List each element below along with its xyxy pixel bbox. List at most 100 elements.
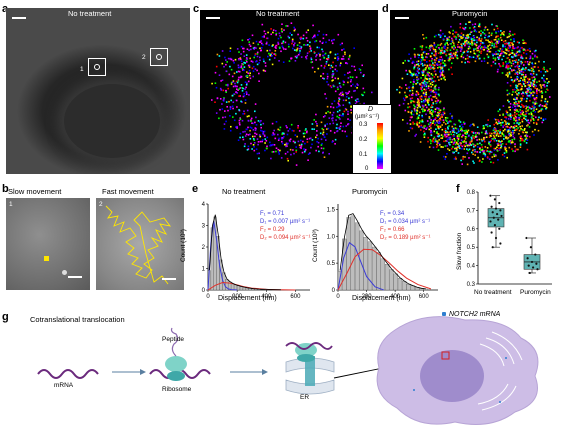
track-point	[216, 97, 219, 99]
track-point	[494, 131, 496, 133]
track-point	[524, 61, 527, 63]
track-point	[239, 118, 242, 120]
track-point	[513, 138, 516, 141]
f-xtick-no-treatment: No treatment	[474, 289, 512, 296]
track-point	[454, 46, 456, 49]
track-point	[293, 130, 295, 132]
track-point	[473, 39, 475, 42]
track-point	[442, 135, 444, 138]
track-point	[525, 137, 528, 140]
track-point	[298, 41, 301, 44]
track-point	[501, 48, 504, 51]
track-point	[434, 140, 437, 143]
track-point	[445, 42, 448, 44]
track-point	[448, 39, 450, 41]
panel-b-slow-image: 1	[6, 198, 90, 290]
track-point	[294, 134, 297, 136]
track-point	[485, 149, 488, 152]
track-point	[300, 143, 303, 146]
track-point	[415, 111, 418, 113]
track-point	[469, 125, 471, 127]
track-point	[224, 116, 227, 118]
track-point	[277, 151, 280, 153]
track-point	[531, 84, 533, 87]
track-point	[525, 136, 528, 138]
track-point	[410, 57, 412, 60]
track-point	[486, 53, 488, 56]
track-point	[412, 60, 414, 63]
track-point	[522, 83, 525, 85]
track-point	[500, 135, 502, 137]
track-point	[425, 46, 428, 49]
track-point	[269, 49, 271, 52]
track-point	[322, 33, 325, 36]
track-point	[531, 74, 533, 76]
track-point	[303, 135, 305, 138]
track-point	[231, 94, 234, 97]
track-point	[509, 135, 511, 137]
track-point	[434, 138, 437, 140]
track-point	[472, 160, 474, 163]
track-point	[332, 106, 335, 109]
track-point	[448, 36, 451, 38]
track-point	[436, 101, 438, 104]
track-point	[427, 74, 429, 76]
track-point	[458, 145, 460, 147]
track-point	[470, 41, 473, 43]
data-point	[526, 257, 529, 260]
track-point	[421, 108, 424, 111]
track-point	[505, 121, 507, 123]
er-network	[477, 331, 523, 411]
e-right-F1: F₁ = 0.34	[380, 211, 405, 217]
track-point	[226, 61, 228, 63]
track-point	[442, 119, 445, 121]
track-point	[523, 77, 525, 79]
track-point	[520, 62, 522, 65]
track-point	[535, 85, 537, 87]
track-point	[313, 52, 316, 54]
track-point	[404, 94, 407, 97]
track-point	[239, 76, 242, 79]
track-point	[436, 135, 439, 137]
track-point	[522, 81, 524, 83]
track-point	[513, 53, 516, 56]
track-point	[328, 117, 331, 119]
track-point	[348, 101, 351, 104]
track-point	[448, 56, 451, 59]
track-point	[440, 62, 442, 65]
track-point	[532, 118, 535, 120]
track-point	[524, 80, 526, 82]
track-point	[434, 100, 437, 102]
track-point	[447, 126, 449, 129]
track-point	[352, 83, 354, 86]
track-point	[525, 115, 527, 118]
track-point	[416, 81, 419, 84]
track-point	[433, 54, 435, 56]
track-point	[409, 98, 412, 100]
track-point	[527, 106, 529, 108]
track-point	[329, 67, 332, 70]
track-point	[467, 60, 469, 63]
track-point	[473, 26, 476, 28]
track-point	[281, 138, 283, 140]
track-point	[417, 126, 420, 128]
track-point	[240, 66, 243, 69]
track-point	[285, 145, 287, 148]
track-point	[331, 117, 333, 120]
track-point	[448, 31, 451, 33]
track-point	[515, 108, 517, 111]
x-tick-label: 200	[362, 294, 373, 300]
track-point	[451, 54, 453, 57]
track-point	[456, 142, 458, 144]
track-point	[223, 98, 225, 100]
track-point	[452, 56, 454, 58]
track-point	[509, 142, 512, 145]
track-point	[442, 74, 445, 76]
track-point	[351, 65, 353, 67]
track-point	[429, 77, 431, 80]
track-point	[411, 100, 413, 102]
track-point	[452, 29, 454, 32]
track-point	[447, 128, 449, 130]
track-point	[446, 135, 449, 137]
track-point	[440, 134, 443, 136]
